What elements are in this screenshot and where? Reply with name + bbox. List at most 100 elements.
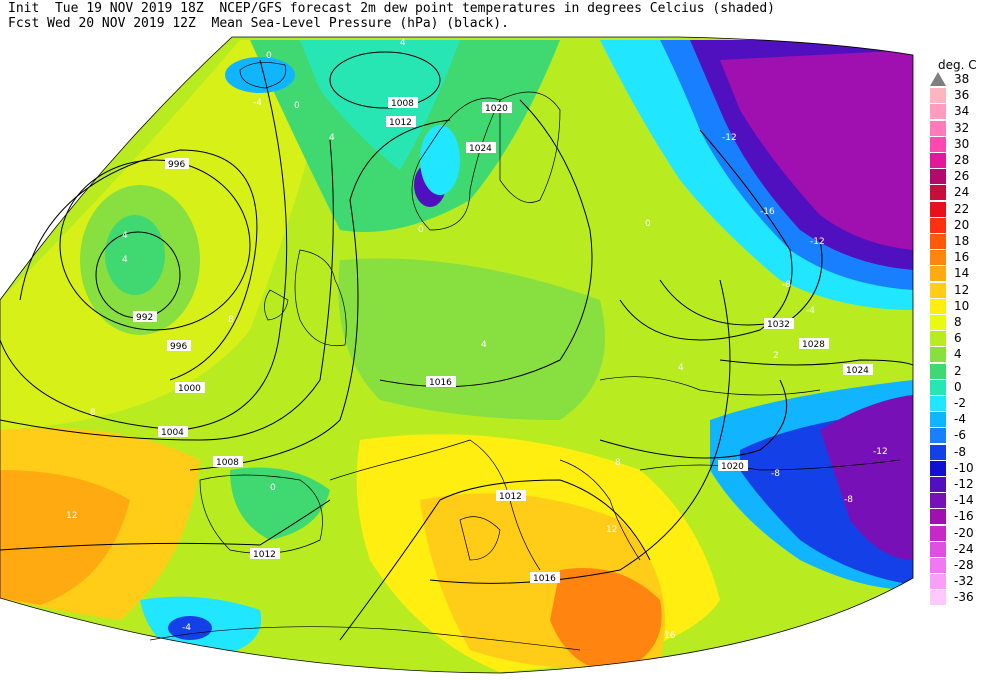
legend-label: -2 [954, 396, 966, 410]
legend-title: deg. C [938, 58, 977, 72]
legend-label: -24 [954, 541, 974, 556]
isobar-label: 1012 [250, 548, 280, 560]
legend-label: -14 [954, 493, 974, 508]
legend-swatch [930, 477, 946, 492]
header-line-forecast: Fcst Wed 20 NOV 2019 12Z Mean Sea-Level … [8, 16, 509, 31]
svg-text:4: 4 [400, 38, 406, 48]
legend-label: 6 [954, 331, 962, 346]
legend-label: 24 [954, 185, 970, 200]
isobar-label: 1024 [843, 364, 873, 376]
legend-swatch [930, 120, 946, 136]
svg-text:4: 4 [122, 255, 128, 265]
svg-text:-4: -4 [253, 98, 262, 108]
svg-text:-12: -12 [722, 133, 737, 143]
legend-swatch [930, 396, 946, 411]
legend-swatch [930, 185, 946, 201]
legend-label: 26 [954, 169, 970, 184]
legend-label: 34 [954, 104, 970, 119]
isobar-label: 1020 [482, 102, 512, 114]
legend-swatch [930, 266, 946, 282]
legend-label: -4 [954, 412, 966, 427]
legend-label: 10 [954, 298, 970, 313]
isobar-label: 1012 [496, 490, 526, 502]
legend-label: 8 [954, 315, 962, 329]
svg-text:1000: 1000 [178, 384, 201, 394]
svg-text:0: 0 [294, 101, 300, 111]
svg-text:-4: -4 [182, 623, 191, 633]
legend-label: -28 [954, 558, 974, 572]
legend-swatch [930, 282, 946, 298]
svg-text:-8: -8 [844, 495, 853, 505]
legend-swatch [930, 412, 946, 428]
svg-text:1012: 1012 [253, 550, 276, 560]
legend-swatch [930, 558, 946, 573]
svg-text:1020: 1020 [485, 104, 508, 114]
color-legend: 38 36 34 32 30 28 26 24 22 20 18 16 14 12 10 8 6 4 2 0 -2 -4-… [930, 72, 1000, 612]
legend-label: -32 [954, 574, 974, 589]
legend-label: 16 [954, 250, 970, 265]
legend-label: 2 [954, 363, 962, 378]
legend-label: 38 [954, 72, 970, 86]
svg-text:16: 16 [664, 631, 676, 641]
svg-text:0: 0 [418, 225, 424, 235]
legend-label: 0 [954, 379, 962, 394]
legend-swatch [930, 234, 946, 249]
svg-text:-4: -4 [806, 306, 815, 316]
legend-label: 18 [954, 234, 970, 248]
legend-label: 22 [954, 201, 970, 216]
isobar-labels: 996 992 996 1000 1004 1008 1008 1012 101… [133, 97, 873, 584]
svg-text:8: 8 [615, 458, 621, 468]
legend-label: -36 [954, 590, 974, 605]
legend-label: 12 [954, 282, 970, 297]
legend-label: 28 [954, 153, 970, 167]
legend-swatch [930, 541, 946, 557]
svg-text:1016: 1016 [533, 574, 556, 584]
legend-swatch [930, 169, 946, 185]
legend-swatch [930, 88, 946, 104]
svg-text:0: 0 [270, 483, 276, 493]
svg-text:1012: 1012 [389, 118, 412, 128]
legend-label: 32 [954, 120, 970, 135]
isobar-label: 1032 [764, 318, 794, 330]
legend-swatch [930, 347, 946, 363]
svg-text:1008: 1008 [391, 99, 414, 109]
legend-label: 30 [954, 136, 970, 151]
svg-text:1024: 1024 [469, 144, 492, 154]
legend-label: -12 [954, 477, 974, 491]
legend-label: -6 [954, 428, 966, 443]
svg-text:1028: 1028 [802, 340, 825, 350]
isobar-label: 1004 [158, 426, 188, 438]
isobar-label: 1028 [799, 338, 829, 350]
svg-text:4: 4 [678, 363, 684, 373]
svg-text:0: 0 [645, 219, 651, 229]
legend-swatch [930, 298, 946, 314]
legend-swatch [930, 444, 946, 460]
isobar-label: 1020 [718, 460, 748, 472]
isobar-label: 1008 [213, 456, 243, 468]
svg-text:4: 4 [481, 340, 487, 350]
svg-text:1016: 1016 [429, 378, 452, 388]
isobar-label: 996 [167, 340, 191, 352]
svg-text:1020: 1020 [721, 462, 744, 472]
svg-text:2: 2 [773, 351, 779, 361]
isobar-label: 996 [165, 158, 189, 170]
dewpoint-labels: 0 4 -4 0 4 4 4 4 8 8 8 12 12 16 -12 -16 … [66, 38, 888, 641]
legend-label: -16 [954, 509, 974, 524]
legend-label: -20 [954, 525, 974, 540]
legend-swatch [930, 104, 946, 120]
legend-label: 14 [954, 266, 970, 281]
isobar-label: 1024 [466, 142, 496, 154]
legend-swatch [930, 590, 946, 606]
legend-swatch [930, 428, 946, 444]
isobar-label: 1000 [175, 382, 205, 394]
legend-label: 20 [954, 217, 970, 232]
svg-text:1008: 1008 [216, 458, 239, 468]
svg-text:1012: 1012 [499, 492, 522, 502]
svg-text:996: 996 [168, 160, 185, 170]
svg-text:12: 12 [66, 511, 77, 521]
coastlines [149, 62, 901, 651]
legend-swatch [930, 136, 946, 152]
svg-text:-8: -8 [771, 469, 780, 479]
legend-swatch [930, 460, 946, 476]
